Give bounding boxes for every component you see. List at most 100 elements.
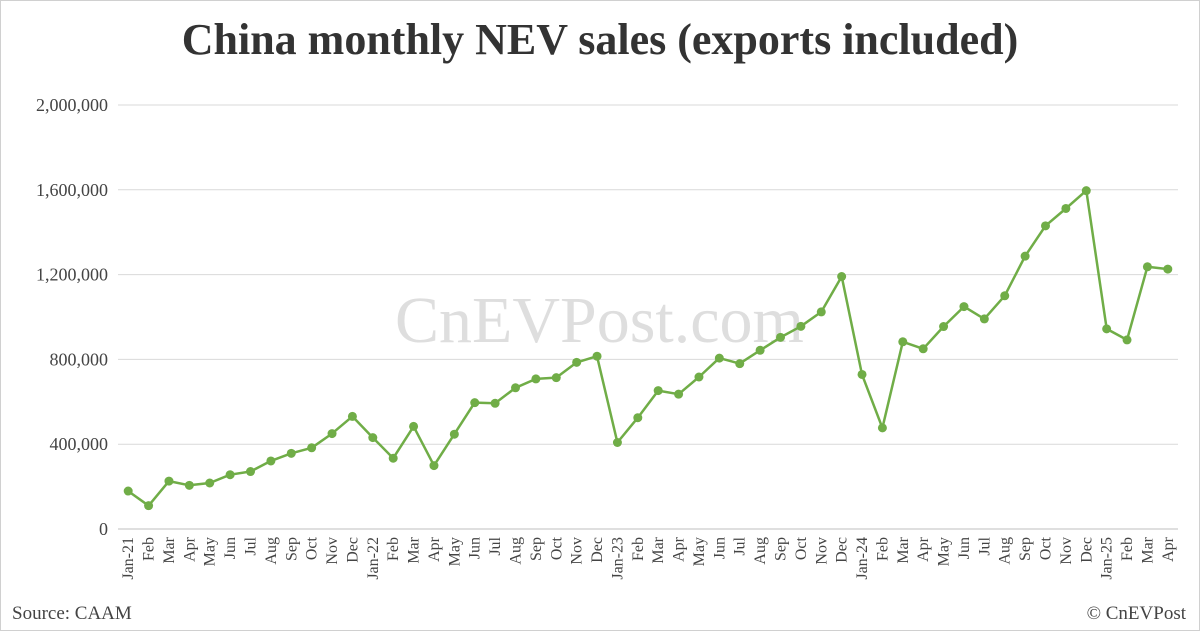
- x-tick-label: Sep: [283, 537, 300, 561]
- data-point: [1081, 186, 1091, 196]
- data-point: [449, 429, 459, 439]
- y-tick-label: 800,000: [50, 349, 109, 369]
- x-tick-label: Sep: [773, 537, 790, 561]
- x-tick-label: Mar: [161, 536, 178, 563]
- x-tick-label: Jun: [711, 537, 728, 559]
- data-point: [877, 423, 887, 433]
- data-point: [307, 443, 317, 453]
- data-point: [286, 448, 296, 458]
- x-tick-label: May: [691, 537, 708, 566]
- x-tick-label: Jul: [243, 536, 260, 555]
- data-point: [633, 413, 643, 423]
- data-point: [1163, 264, 1173, 274]
- x-tick-label: Mar: [406, 536, 423, 563]
- x-tick-label: Oct: [1038, 536, 1055, 560]
- x-tick-label: Aug: [752, 537, 769, 565]
- data-point: [816, 307, 826, 317]
- x-tick-label: Feb: [385, 537, 402, 561]
- x-tick-label: Apr: [671, 536, 688, 562]
- data-point: [1020, 251, 1030, 261]
- data-point: [1142, 262, 1152, 272]
- x-tick-label: Oct: [304, 536, 321, 560]
- data-point: [612, 438, 622, 448]
- data-point: [490, 398, 500, 408]
- data-point: [266, 456, 276, 466]
- x-tick-label: Aug: [263, 537, 280, 565]
- x-tick-label: May: [936, 537, 953, 566]
- data-point: [837, 272, 847, 282]
- copyright-note: © CnEVPost: [1086, 603, 1186, 624]
- data-point: [857, 369, 867, 379]
- x-tick-label: Oct: [548, 536, 565, 560]
- data-point: [694, 372, 704, 382]
- data-point: [592, 351, 602, 361]
- data-point: [674, 389, 684, 399]
- data-point: [123, 486, 133, 496]
- y-tick-label: 1,200,000: [36, 265, 108, 285]
- x-tick-label: Apr: [426, 536, 443, 562]
- data-point: [205, 478, 215, 488]
- x-tick-label: Dec: [344, 537, 361, 563]
- x-tick-label: May: [202, 537, 219, 566]
- x-tick-label: Apr: [1160, 536, 1177, 562]
- x-tick-label: Apr: [181, 536, 198, 562]
- x-tick-label: Nov: [813, 537, 830, 565]
- x-tick-label: Aug: [997, 537, 1014, 565]
- data-point: [776, 332, 785, 342]
- x-tick-label: Mar: [895, 536, 912, 563]
- data-point: [755, 345, 765, 355]
- x-tick-label: Mar: [650, 536, 667, 563]
- data-point: [979, 314, 989, 324]
- x-tick-label: Apr: [915, 536, 932, 562]
- x-tick-label: Mar: [1139, 536, 1156, 563]
- data-point: [796, 321, 806, 331]
- watermark: CnEVPost.com: [395, 284, 804, 357]
- x-tick-label: Dec: [834, 537, 851, 563]
- data-point: [470, 398, 480, 408]
- data-point: [388, 453, 398, 463]
- data-point: [898, 337, 908, 347]
- data-point: [1061, 203, 1071, 213]
- x-tick-label: Jul: [487, 536, 504, 555]
- chart-title: China monthly NEV sales (exports include…: [181, 15, 1019, 64]
- x-tick-label: Jun: [222, 537, 239, 559]
- data-point: [164, 476, 174, 486]
- y-tick-label: 0: [99, 519, 108, 539]
- data-point: [1000, 291, 1010, 301]
- data-point: [1041, 221, 1050, 231]
- data-point: [511, 383, 520, 393]
- data-point: [1102, 324, 1112, 334]
- x-tick-label: Dec: [589, 537, 606, 563]
- y-tick-label: 400,000: [50, 434, 109, 454]
- series-line: [127, 189, 1168, 507]
- data-point: [368, 433, 378, 443]
- source-note: Source: CAAM: [12, 603, 132, 624]
- x-tick-label: Jan-22: [365, 537, 382, 580]
- data-point: [653, 386, 663, 396]
- data-point: [551, 373, 561, 383]
- data-point: [409, 421, 419, 431]
- x-tick-label: Nov: [324, 537, 341, 565]
- data-point: [347, 411, 357, 421]
- x-tick-label: Jan-25: [1099, 537, 1116, 580]
- x-tick-label: Jul: [732, 536, 749, 555]
- x-tick-label: Sep: [528, 537, 545, 561]
- x-tick-label: Dec: [1078, 537, 1095, 563]
- data-point: [1122, 335, 1132, 345]
- x-tick-label: May: [446, 537, 463, 566]
- data-point: [429, 461, 439, 471]
- x-tick-label: Nov: [569, 537, 586, 565]
- data-point: [714, 353, 724, 363]
- data-point: [939, 322, 949, 332]
- x-tick-label: Jun: [467, 537, 484, 559]
- data-point: [327, 429, 337, 439]
- data-point: [144, 501, 154, 511]
- x-tick-label: Jun: [956, 537, 973, 559]
- data-point: [225, 470, 235, 480]
- x-tick-label: Aug: [508, 537, 525, 565]
- y-tick-label: 2,000,000: [36, 95, 108, 115]
- x-tick-label: Jan-21: [120, 537, 137, 580]
- x-tick-label: Feb: [141, 537, 158, 561]
- x-tick-label: Jan-23: [609, 537, 626, 580]
